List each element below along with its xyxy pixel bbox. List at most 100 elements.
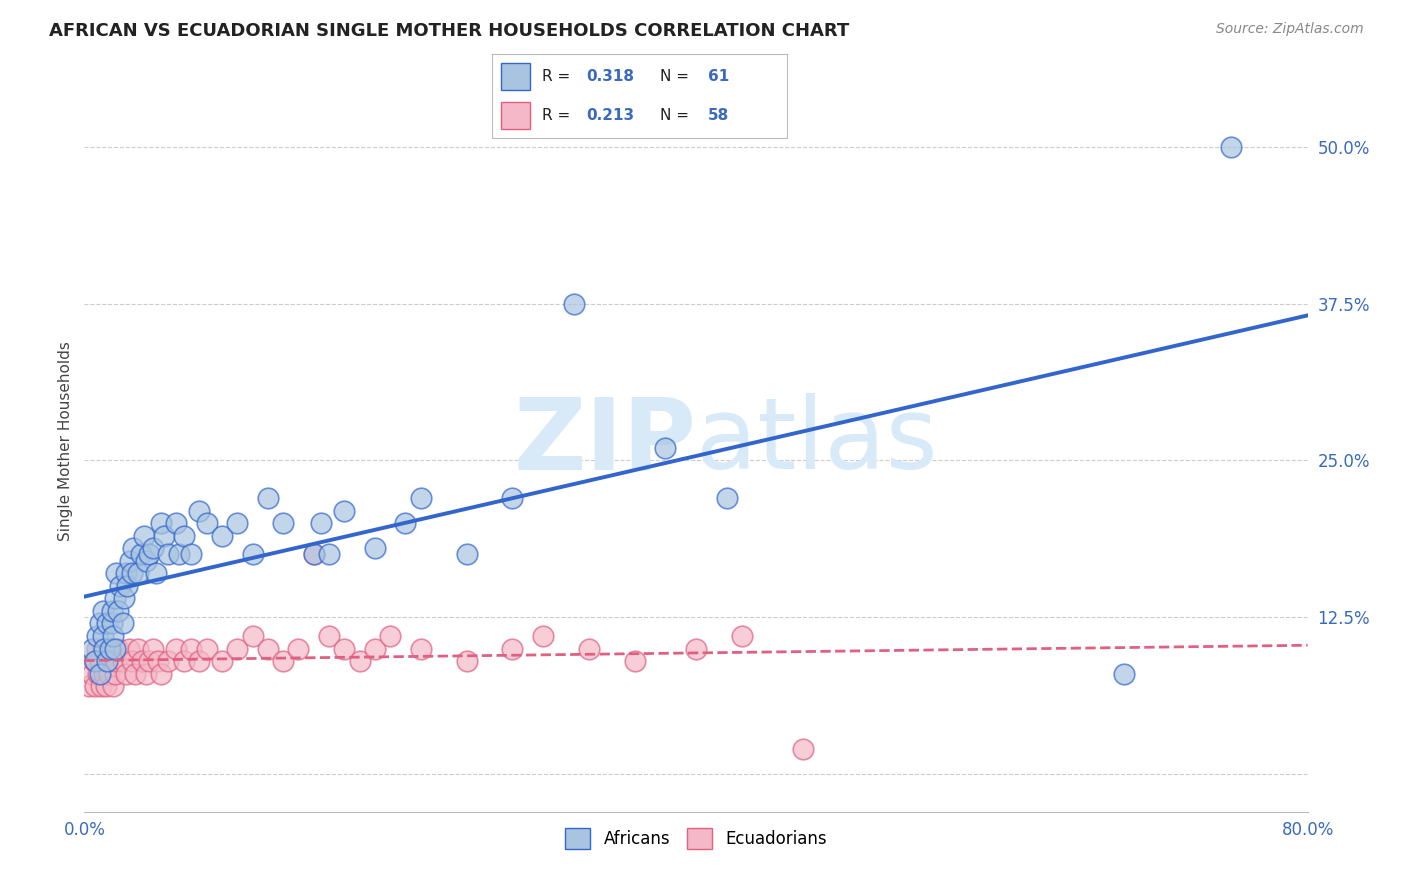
Bar <box>501 102 530 129</box>
Point <box>115 579 138 593</box>
Point <box>302 548 325 562</box>
Point <box>84 679 107 693</box>
Point <box>101 654 124 668</box>
Point <box>257 491 280 505</box>
Bar <box>501 62 530 90</box>
Point <box>135 666 157 681</box>
Point <box>120 554 142 568</box>
Point <box>118 641 141 656</box>
Point <box>226 641 249 656</box>
Text: Source: ZipAtlas.com: Source: ZipAtlas.com <box>1216 22 1364 37</box>
Point <box>531 629 554 643</box>
Point <box>96 654 118 668</box>
Point <box>195 516 218 530</box>
Point <box>101 604 124 618</box>
Point <box>146 654 169 668</box>
Point <box>173 529 195 543</box>
Point <box>149 666 172 681</box>
Point <box>716 491 738 505</box>
Y-axis label: Single Mother Households: Single Mother Households <box>58 342 73 541</box>
Text: R =: R = <box>543 108 575 123</box>
Text: 58: 58 <box>707 108 728 123</box>
Point <box>122 541 145 556</box>
Point <box>135 554 157 568</box>
Point <box>456 654 478 668</box>
Point <box>107 604 129 618</box>
Point <box>91 641 114 656</box>
Point <box>562 296 585 310</box>
Point <box>792 742 814 756</box>
Point <box>94 679 117 693</box>
Point <box>731 629 754 643</box>
Point <box>138 654 160 668</box>
Point <box>271 516 294 530</box>
Point <box>121 654 143 668</box>
Point <box>84 654 107 668</box>
Point <box>302 548 325 562</box>
Text: R =: R = <box>543 69 575 84</box>
Point <box>153 529 176 543</box>
Point <box>101 616 124 631</box>
Point <box>107 641 129 656</box>
Point <box>167 548 190 562</box>
Point <box>502 491 524 505</box>
Point <box>86 641 108 656</box>
Point <box>129 548 152 562</box>
Point <box>93 666 115 681</box>
Legend: Africans, Ecuadorians: Africans, Ecuadorians <box>558 822 834 855</box>
Point <box>87 666 110 681</box>
Point <box>80 641 103 656</box>
Text: ZIP: ZIP <box>513 393 696 490</box>
Point <box>105 566 128 581</box>
Point <box>111 654 134 668</box>
Point <box>83 654 105 668</box>
Point <box>188 654 211 668</box>
Point <box>578 641 600 656</box>
Text: 61: 61 <box>707 69 728 84</box>
Point <box>145 566 167 581</box>
Point <box>114 566 136 581</box>
Point <box>96 616 118 631</box>
Point <box>93 641 115 656</box>
Point <box>127 641 149 656</box>
Point <box>114 666 136 681</box>
Point <box>180 548 202 562</box>
Point <box>1220 139 1243 153</box>
Point <box>211 654 233 668</box>
Point <box>98 641 121 656</box>
Point <box>103 629 125 643</box>
Point <box>180 641 202 656</box>
Point <box>333 503 356 517</box>
Point <box>91 629 114 643</box>
Text: N =: N = <box>661 108 695 123</box>
Point <box>226 516 249 530</box>
Point <box>318 548 340 562</box>
Point <box>111 616 134 631</box>
Point <box>121 566 143 581</box>
Point <box>142 641 165 656</box>
Point <box>104 591 127 606</box>
Point <box>364 641 387 656</box>
Point <box>89 666 111 681</box>
Point <box>242 629 264 643</box>
Point <box>257 641 280 656</box>
Text: AFRICAN VS ECUADORIAN SINGLE MOTHER HOUSEHOLDS CORRELATION CHART: AFRICAN VS ECUADORIAN SINGLE MOTHER HOUS… <box>49 22 849 40</box>
Point <box>318 629 340 643</box>
Point <box>77 679 100 693</box>
Point <box>195 641 218 656</box>
Point <box>349 654 371 668</box>
Point <box>157 548 180 562</box>
Point <box>271 654 294 668</box>
Point <box>211 529 233 543</box>
Point <box>456 548 478 562</box>
Text: atlas: atlas <box>696 393 938 490</box>
Point <box>131 654 153 668</box>
Text: 0.213: 0.213 <box>586 108 634 123</box>
Point <box>333 641 356 656</box>
Point <box>98 641 121 656</box>
Point <box>364 541 387 556</box>
Point <box>654 441 676 455</box>
Point <box>89 654 111 668</box>
Point <box>287 641 309 656</box>
Point <box>188 503 211 517</box>
